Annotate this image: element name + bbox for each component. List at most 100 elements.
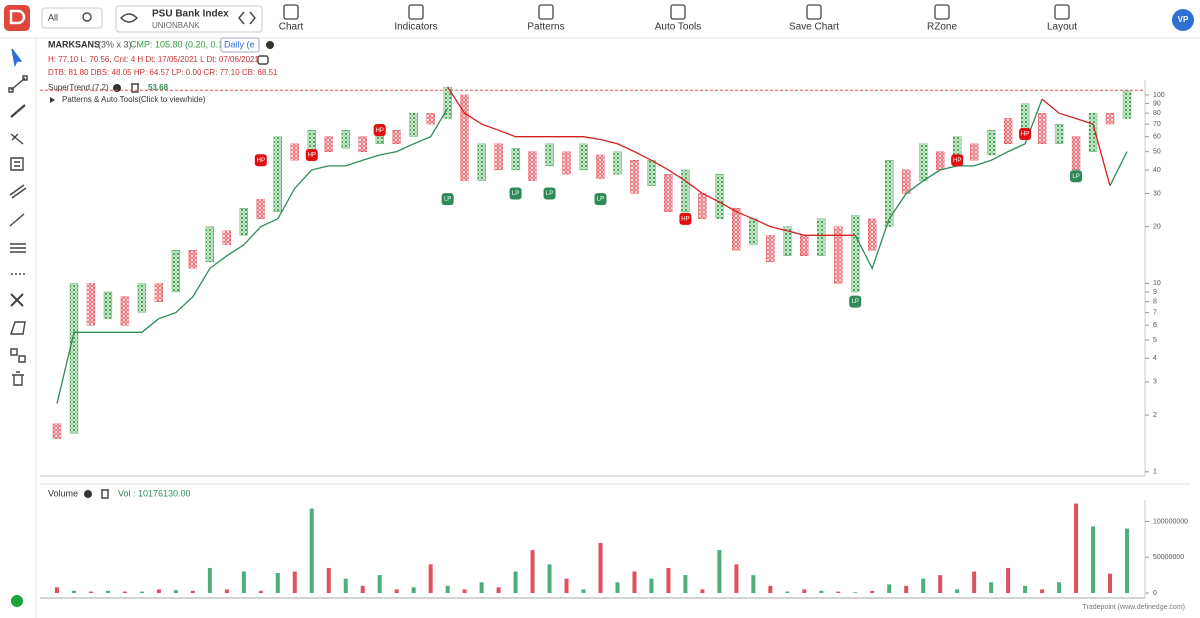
menu-item[interactable]: Layout <box>1047 22 1077 33</box>
volume-bar <box>972 571 977 593</box>
channel-tool[interactable] <box>9 184 27 199</box>
pnf-column <box>715 173 724 219</box>
menu-icon[interactable] <box>538 4 554 20</box>
y-tick-label: 2 <box>1153 412 1157 419</box>
menu-icon[interactable] <box>283 4 299 20</box>
volume-bar <box>683 575 688 593</box>
pnf-column <box>1071 136 1081 171</box>
volume-bar <box>853 592 858 593</box>
volume-bar <box>700 589 705 593</box>
pnf-column <box>290 143 299 161</box>
pnf-column <box>596 154 605 179</box>
y-tick-label: 70 <box>1153 121 1161 128</box>
y-tick-label: 4 <box>1153 355 1157 362</box>
pnf-column <box>545 143 554 167</box>
patterns-toggle-icon[interactable] <box>50 97 55 103</box>
pnf-column <box>154 283 164 302</box>
user-avatar[interactable] <box>1172 9 1194 31</box>
pnf-column <box>834 226 843 284</box>
pnf-column <box>171 250 181 293</box>
search-scope[interactable]: All <box>48 12 58 22</box>
volume-bar <box>428 564 433 593</box>
ray-tool[interactable] <box>10 104 26 118</box>
trend-tool[interactable] <box>9 213 25 227</box>
pnf-column <box>986 130 996 156</box>
volume-bar <box>173 590 178 593</box>
y-tick-label: 9 <box>1153 289 1157 296</box>
volume-title: Volume <box>48 488 78 498</box>
symbol-box[interactable] <box>115 5 263 33</box>
symbol-nav[interactable] <box>238 11 256 25</box>
menu-icon[interactable] <box>1054 4 1070 20</box>
pnf-column <box>817 218 826 256</box>
volume-tick-label: 0 <box>1153 590 1157 597</box>
shape-tool[interactable] <box>10 321 26 335</box>
signal-badge <box>679 212 692 225</box>
volume-bar <box>717 550 722 593</box>
volume-delete[interactable] <box>101 489 109 499</box>
volume-bar <box>462 589 467 593</box>
volume-bar <box>768 585 773 593</box>
clone-tool[interactable] <box>10 348 26 363</box>
indicator-delete[interactable] <box>131 83 139 93</box>
cursor-tool[interactable] <box>11 48 23 68</box>
signal-badge <box>594 193 607 206</box>
menu-item[interactable]: Patterns <box>527 22 564 33</box>
volume-bar <box>938 575 943 593</box>
comment-icon[interactable] <box>257 55 269 65</box>
y-tick-label: 90 <box>1153 100 1161 107</box>
pnf-column <box>86 283 96 326</box>
pnf-column <box>919 143 928 181</box>
pnf-column <box>137 283 147 313</box>
menu-icon[interactable] <box>934 4 950 20</box>
y-tick-label: 80 <box>1153 110 1161 117</box>
volume-bar <box>1074 503 1079 593</box>
sub-symbol: UNIONBANK <box>152 21 200 30</box>
logo[interactable] <box>4 5 30 31</box>
note-tool[interactable] <box>10 157 24 171</box>
menu-item[interactable]: Auto Tools <box>655 22 702 33</box>
volume-label: Vol : 10176130.00 <box>118 488 191 498</box>
cross-tool[interactable] <box>10 293 24 307</box>
user-initials[interactable]: VP <box>1178 15 1189 24</box>
y-tick-label: 30 <box>1153 190 1161 197</box>
signal-label: LP <box>597 197 604 203</box>
line-tool[interactable] <box>8 75 28 93</box>
menu-item[interactable]: Chart <box>279 22 304 33</box>
volume-bar <box>479 582 484 593</box>
menu-item[interactable]: Indicators <box>394 22 437 33</box>
volume-bar <box>1125 528 1129 593</box>
pnf-column <box>120 296 130 326</box>
signal-label: HP <box>953 158 961 164</box>
signal-badge <box>509 187 522 200</box>
menu-item[interactable]: Save Chart <box>789 22 839 33</box>
pnf-column <box>358 136 367 152</box>
menu-icon[interactable] <box>408 4 424 20</box>
settings-icon[interactable] <box>266 41 274 49</box>
y-tick-label: 6 <box>1153 322 1157 329</box>
pnf-column <box>477 143 486 181</box>
volume-bar <box>139 591 144 593</box>
patterns-toggle[interactable]: Patterns & Auto Tools(Click to view/hide… <box>62 95 206 104</box>
supertrend-line <box>447 86 1111 236</box>
pnf-column <box>902 169 911 194</box>
menu-item[interactable]: RZone <box>927 22 957 33</box>
status-dot <box>11 595 23 607</box>
timeframe-select[interactable] <box>220 37 260 53</box>
y-tick-label: 5 <box>1153 337 1157 344</box>
delete-tool[interactable] <box>12 371 24 386</box>
info-line-2: DTB: 81.80 DBS: 48.05 HP: 64.57 LP: 0.00… <box>48 68 278 77</box>
menu-icon[interactable] <box>670 4 686 20</box>
grid-tool[interactable] <box>10 243 26 253</box>
fib-tool[interactable] <box>10 133 24 145</box>
menu-icon[interactable] <box>806 4 822 20</box>
pnf-column <box>851 215 860 293</box>
signal-label: HP <box>1021 132 1029 138</box>
volume-settings[interactable] <box>84 490 92 498</box>
volume-bar <box>513 571 518 593</box>
volume-tick-label: 100000000 <box>1153 518 1188 525</box>
volume-bar <box>955 589 960 593</box>
timeframe[interactable]: Daily (e <box>224 39 255 49</box>
volume-bar <box>275 572 280 593</box>
volume-bar <box>547 564 552 593</box>
